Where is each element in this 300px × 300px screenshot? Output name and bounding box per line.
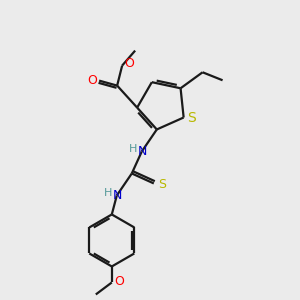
Text: O: O xyxy=(114,275,124,288)
Text: O: O xyxy=(87,74,97,87)
Text: S: S xyxy=(158,178,166,191)
Text: H: H xyxy=(129,145,137,154)
Text: O: O xyxy=(124,57,134,70)
Text: H: H xyxy=(103,188,112,199)
Text: S: S xyxy=(187,112,196,125)
Text: N: N xyxy=(138,145,148,158)
Text: N: N xyxy=(113,189,122,202)
